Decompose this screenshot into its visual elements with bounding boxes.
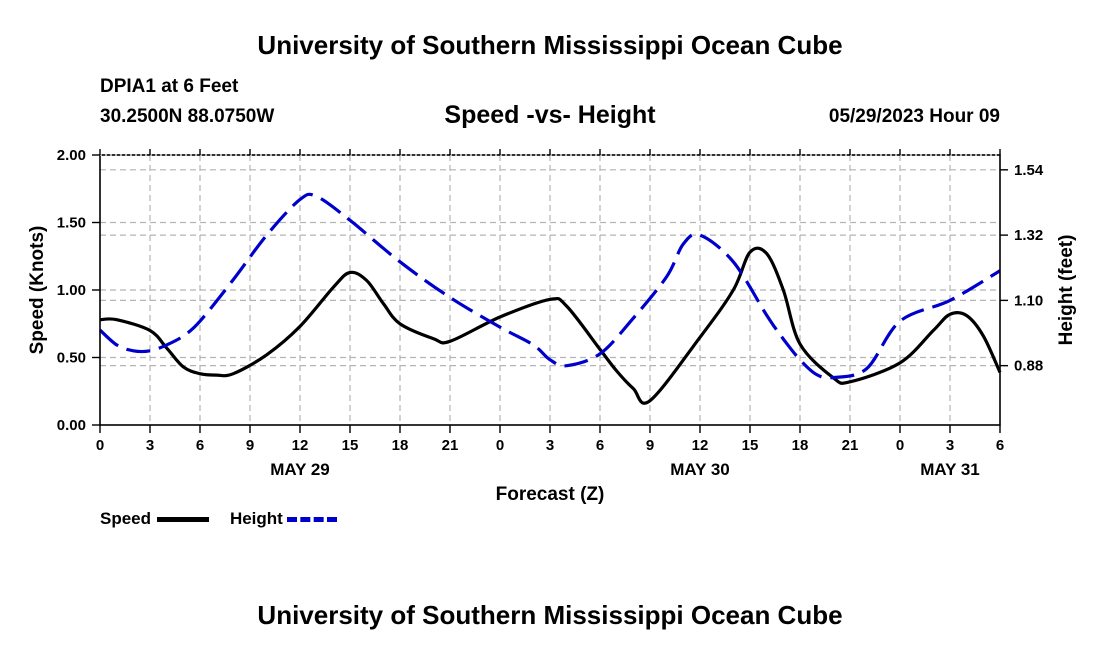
grid-lines: [100, 155, 1000, 425]
y2-axis-label: Height (feet): [1056, 235, 1077, 346]
y2-tick-label: 1.10: [1014, 292, 1043, 309]
x-tick-label: 18: [392, 437, 409, 454]
x-tick-label: 9: [646, 437, 654, 454]
station-coordinates: 30.2500N 88.0750W: [100, 106, 275, 127]
x-tick-label: 21: [442, 437, 459, 454]
x-tick-label: 21: [842, 437, 859, 454]
date-label: MAY 30: [670, 460, 730, 479]
y-tick-label: 2.00: [57, 147, 86, 164]
series-lines: [98, 192, 1002, 405]
legend-swatch-speed: [157, 517, 210, 523]
x-tick-label: 9: [246, 437, 254, 454]
y2-tick-label: 1.32: [1014, 227, 1043, 244]
x-tick-label: 0: [896, 437, 904, 454]
speed-height-chart: 0 3 6 9 12 15 18 21 0 3 6 9 12 15 18 21 0 3 6 0.00 0.50 1.00 1…: [27, 147, 1077, 505]
chart-title: Speed -vs- Height: [444, 101, 656, 129]
y2-tick-label: 0.88: [1014, 358, 1043, 375]
x-tick-label: 0: [96, 437, 104, 454]
series-line-speed: [99, 246, 1002, 405]
x-tick-label: 3: [146, 437, 154, 454]
x-tick-label: 3: [946, 437, 954, 454]
date-label: MAY 29: [270, 460, 330, 479]
x-tick-label: 15: [742, 437, 759, 454]
axis-ticks: 0 3 6 9 12 15 18 21 0 3 6 9 12 15 18 21 0 3 6 0.00 0.50 1.00 1…: [57, 147, 1044, 479]
series-line-height: [98, 192, 1001, 380]
station-label: DPIA1 at 6 Feet: [100, 76, 239, 97]
y2-tick-label: 1.54: [1014, 162, 1044, 179]
x-tick-label: 6: [596, 437, 604, 454]
y-tick-label: 0.00: [57, 417, 86, 434]
legend-label-speed: Speed: [100, 509, 152, 528]
x-axis-label: Forecast (Z): [496, 484, 605, 505]
x-tick-label: 0: [496, 437, 504, 454]
page-title: University of Southern Mississippi Ocean…: [257, 30, 843, 60]
date-label: MAY 31: [920, 460, 980, 479]
forecast-datetime: 05/29/2023 Hour 09: [828, 106, 1000, 127]
x-tick-label: 6: [996, 437, 1004, 454]
legend-swatch-height: [287, 517, 338, 523]
legend: Speed Height: [100, 509, 338, 529]
x-tick-label: 18: [792, 437, 809, 454]
y-tick-label: 1.00: [57, 282, 86, 299]
legend-label-height: Height: [229, 509, 283, 528]
x-tick-label: 15: [342, 437, 359, 454]
footer-title: University of Southern Mississippi Ocean…: [257, 600, 843, 630]
x-tick-label: 12: [292, 437, 309, 454]
x-tick-label: 6: [196, 437, 204, 454]
y-tick-label: 1.50: [57, 215, 86, 232]
x-tick-label: 12: [692, 437, 709, 454]
x-tick-label: 3: [546, 437, 554, 454]
y-axis-label: Speed (Knots): [27, 226, 48, 355]
y-tick-label: 0.50: [57, 350, 86, 367]
